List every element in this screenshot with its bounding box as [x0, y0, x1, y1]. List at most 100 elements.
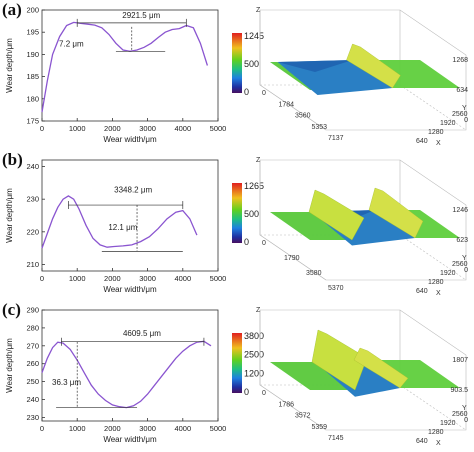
- z-axis-label: Z: [256, 307, 261, 314]
- x-tick-label: 4000: [174, 124, 191, 133]
- z-tick-label: 0: [464, 417, 468, 424]
- y-tick-label: 230: [26, 195, 39, 204]
- plot-frame: [41, 309, 219, 422]
- x-tick-label: 3560: [295, 113, 311, 120]
- y-tick-label: 1920: [440, 120, 456, 127]
- x-tick-label: 4000: [174, 274, 191, 283]
- x-tick-label: 2000: [104, 124, 121, 133]
- y-tick-label: 270: [26, 341, 39, 350]
- y-tick-label: 190: [26, 50, 39, 59]
- surface-left-plateau: [270, 362, 355, 390]
- z-axis-label: Z: [256, 157, 261, 164]
- y-tick-label: 640: [416, 138, 428, 145]
- colorbar-tick-label: 2500: [244, 350, 264, 360]
- profile-chart: 0 1000 2000 3000 4000 5000 230 240 250 260 270 280 2…: [5, 306, 227, 445]
- x-tick-label: 4000: [174, 424, 191, 433]
- surface-right-ridge: [346, 43, 401, 89]
- colorbar: [232, 183, 242, 243]
- z-tick-label: 634: [456, 87, 468, 94]
- x-tick-label: 3000: [139, 274, 156, 283]
- y-axis-label: Wear depth/μm: [5, 338, 14, 393]
- surface-left-ridge: [308, 189, 365, 241]
- profile-line: [41, 340, 212, 409]
- panel-a: (a) 0 1000 2000 3000 4000 5000 175 180 185 190 195…: [0, 0, 474, 150]
- y-tick-label: 640: [416, 438, 428, 445]
- colorbar-tick-label: 500: [244, 59, 259, 69]
- x-tick-label: 0: [262, 240, 266, 247]
- colorbar-tick-label: 500: [244, 209, 259, 219]
- x-axis-label: X: [436, 140, 441, 147]
- colorbar-tick-label: 1200: [244, 368, 264, 378]
- y-tick-label: 1280: [428, 129, 444, 136]
- surface-left-ridge: [311, 329, 368, 391]
- y-tick-label: 175: [26, 117, 39, 126]
- y-tick-label: 240: [26, 162, 39, 171]
- y-tick-label: 1280: [428, 429, 444, 436]
- y-tick-label: 640: [416, 288, 428, 295]
- z-tick-label: 1246: [452, 207, 468, 214]
- x-axis-label: X: [436, 290, 441, 297]
- z-tick-label: 1268: [452, 57, 468, 64]
- y-tick-label: 230: [26, 413, 39, 422]
- x-tick-label: 0: [262, 90, 266, 97]
- panel-c: (c) 0 1000 2000 3000 4000 5000 230 240 250 260 270…: [0, 300, 474, 450]
- x-tick-label: 5000: [210, 124, 227, 133]
- y-tick-label: 180: [26, 94, 39, 103]
- panel-b: (b) 0 1000 2000 3000 4000 5000 210 220 230 240 Wea…: [0, 150, 474, 300]
- x-tick-label: 3000: [139, 124, 156, 133]
- y-tick-label: 1280: [428, 279, 444, 286]
- x-tick-label: 7137: [328, 135, 344, 142]
- x-tick-label: 0: [40, 274, 44, 283]
- x-tick-label: 2000: [104, 274, 121, 283]
- y-tick-label: 260: [26, 359, 39, 368]
- colorbar-tick-label: 3800: [244, 331, 264, 341]
- y-tick-label: 1920: [440, 270, 456, 277]
- plot-frame: [41, 9, 219, 122]
- x-axis-label: Wear width/μm: [103, 285, 157, 294]
- x-tick-label: 3000: [139, 424, 156, 433]
- x-tick-label: 5353: [312, 124, 328, 131]
- x-tick-label: 1000: [69, 274, 86, 283]
- depth-annotation-label: 7.2 μm: [59, 39, 84, 48]
- x-axis-label: X: [436, 440, 441, 447]
- panel-label: (c): [2, 300, 21, 319]
- y-tick-label: 1920: [440, 420, 456, 427]
- x-tick-label: 0: [40, 124, 44, 133]
- z-tick-label: 0: [464, 117, 468, 124]
- panel-label: (b): [2, 150, 23, 169]
- z-tick-label: 903.5: [450, 387, 468, 394]
- y-tick-label: 2560: [452, 411, 468, 418]
- y-tick-label: 2560: [452, 111, 468, 118]
- z-axis-label: Z: [256, 7, 261, 14]
- y-tick-label: 2560: [452, 261, 468, 268]
- width-annotation-label: 4609.5 μm: [123, 329, 161, 338]
- x-tick-label: 5000: [210, 424, 227, 433]
- z-tick-label: 0: [464, 267, 468, 274]
- z-tick-label: 1807: [452, 357, 468, 364]
- profile-line: [41, 21, 209, 113]
- plot-frame: [41, 159, 219, 272]
- colorbar: [232, 333, 242, 393]
- x-tick-label: 5359: [312, 424, 328, 431]
- profile-chart: 0 1000 2000 3000 4000 5000 175 180 185 190 195 200 W…: [5, 6, 227, 145]
- x-tick-label: 1000: [69, 424, 86, 433]
- surface-wear-shadow: [277, 60, 353, 72]
- surface-left-plateau: [270, 212, 352, 240]
- x-tick-label: 7145: [328, 435, 344, 442]
- surface-map: 3800 2500 1200 0 Z 1807 903.5 0 0 178635725359714…: [232, 307, 468, 447]
- x-tick-label: 1784: [279, 101, 295, 108]
- x-tick-label: 3580: [306, 270, 322, 277]
- x-tick-label: 0: [40, 424, 44, 433]
- colorbar-tick-label: 0: [244, 237, 249, 247]
- x-tick-label: 3572: [295, 413, 311, 420]
- colorbar-tick-label: 1265: [244, 181, 264, 191]
- surface-right-ridge: [353, 347, 409, 389]
- y-tick-label: 250: [26, 377, 39, 386]
- panel-label: (a): [2, 0, 22, 19]
- surface-right-ridge: [368, 187, 424, 239]
- y-axis-label: Y: [462, 405, 467, 412]
- depth-annotation-label: 12.1 μm: [108, 223, 137, 232]
- x-tick-label: 1786: [279, 401, 295, 408]
- width-annotation-label: 3348.2 μm: [114, 186, 152, 195]
- x-axis-label: Wear width/μm: [103, 135, 157, 144]
